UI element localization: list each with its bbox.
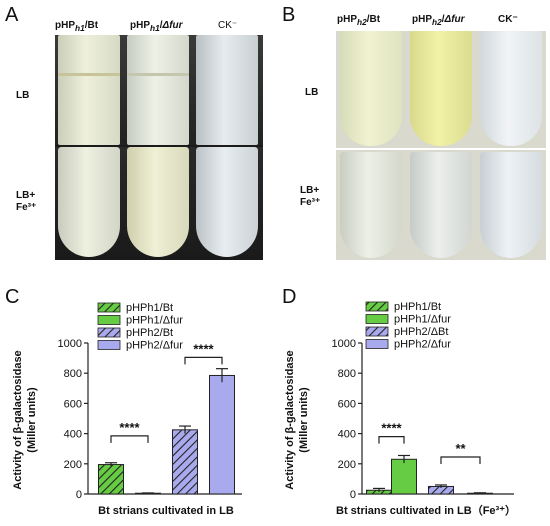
chart-c-significance-bracket bbox=[184, 356, 223, 365]
tube-a-fe-3 bbox=[196, 147, 258, 257]
chart-c-significance-label: **** bbox=[119, 420, 140, 435]
panel-a-row-1-label: LB bbox=[16, 90, 30, 101]
tube-b-fe-3 bbox=[480, 152, 542, 258]
chart-d-bar bbox=[391, 458, 417, 495]
chart-c-legend-label: pHPh1/Δfur bbox=[126, 315, 183, 327]
chart-d-legend-swatch bbox=[365, 339, 389, 349]
chart-d-ytick-label: 1000 bbox=[332, 338, 356, 350]
panel-a-row-2-label-line-2: Fe³⁺ bbox=[16, 202, 37, 213]
tube-a-lb-2 bbox=[127, 35, 189, 145]
chart-c-ylabel-line-1: Activity of β-galactosidase bbox=[12, 350, 24, 489]
tube-b-fe-2 bbox=[410, 152, 472, 258]
panel-a-row-2-label-line-1: LB+ bbox=[16, 190, 36, 201]
chart-c-bar bbox=[209, 374, 235, 495]
tube-b-fe-1 bbox=[340, 152, 402, 258]
chart-d: Activity of β-galactosidase (Miller unit… bbox=[284, 301, 516, 517]
chart-c-ytick-label: 800 bbox=[64, 368, 82, 380]
tube-b-lb-3 bbox=[480, 31, 542, 146]
chart-d-ytick-label: 200 bbox=[338, 459, 356, 471]
chart-c-ytick-label: 1000 bbox=[58, 338, 82, 350]
chart-d-legend-label: pHPh1/Bt bbox=[394, 301, 441, 313]
chart-c-legend-swatch bbox=[97, 302, 121, 313]
chart-d-ytick-label: 400 bbox=[338, 429, 356, 441]
panel-a-col-3-label: CK⁻ bbox=[218, 20, 238, 31]
panel-letter-a: A bbox=[5, 4, 19, 26]
chart-d-xlabel: Bt strians cultivated in LB（Fe³⁺） bbox=[336, 504, 516, 517]
panel-letter-b: B bbox=[282, 4, 296, 26]
chart-d-significance-bracket bbox=[378, 436, 405, 444]
panel-b-col-3-label: CK⁻ bbox=[498, 14, 518, 25]
chart-d-legend-swatch bbox=[365, 301, 389, 312]
chart-d-ylabel-line-2: (Miller units) bbox=[298, 387, 310, 453]
chart-c-bar bbox=[172, 429, 198, 495]
chart-c: Activity of β-galactosidase (Miller unit… bbox=[12, 302, 242, 517]
chart-d-legend-label: pHPh2/ΔBt bbox=[394, 326, 448, 338]
chart-d-significance-bracket bbox=[440, 456, 481, 465]
panel-b-row-2-label-line-2: Fe³⁺ bbox=[300, 197, 321, 208]
chart-c-legend-label: pHPh1/Bt bbox=[126, 302, 173, 314]
chart-d-legend-label: pHPh1/Δfur bbox=[394, 314, 451, 326]
chart-d-legend-label: pHPh2/Δfur bbox=[394, 339, 451, 351]
chart-c-bar bbox=[98, 464, 124, 495]
panel-b-row-2-label-line-1: LB+ bbox=[300, 185, 320, 196]
chart-c-ytick-label: 200 bbox=[64, 459, 82, 471]
chart-c-legend-label: pHPh2/Δfur bbox=[126, 340, 183, 352]
tube-a-lb-3 bbox=[196, 35, 258, 145]
chart-c-ytick-label: 600 bbox=[64, 398, 82, 410]
panel-b-row-1-label: LB bbox=[305, 87, 319, 98]
chart-c-legend-swatch bbox=[97, 327, 121, 338]
chart-c-significance-label: **** bbox=[193, 341, 214, 356]
chart-c-significance-bracket bbox=[110, 435, 149, 443]
panel-a-col-1-label: pHPh1/Bt bbox=[55, 20, 99, 33]
panel-b-col-2-label: pHPh2/Δfur bbox=[412, 14, 465, 27]
tube-b-lb-1 bbox=[340, 31, 402, 146]
chart-d-significance-label: ** bbox=[455, 441, 466, 456]
tube-b-lb-2 bbox=[410, 31, 472, 146]
chart-c-ytick-label: 400 bbox=[64, 429, 82, 441]
tube-a-fe-1 bbox=[58, 147, 120, 257]
panel-a-col-2-label: pHPh1/Δfur bbox=[130, 20, 183, 33]
tube-a-fe-2 bbox=[127, 147, 189, 257]
chart-d-ytick-label: 600 bbox=[338, 398, 356, 410]
panel-a-tube-photo bbox=[55, 35, 263, 260]
panel-letter-c: C bbox=[5, 286, 19, 308]
panel-letter-d: D bbox=[282, 286, 296, 308]
chart-c-legend-label: pHPh2/Bt bbox=[126, 327, 173, 339]
chart-d-significance-label: **** bbox=[381, 421, 402, 436]
chart-c-legend-swatch bbox=[97, 315, 121, 325]
chart-d-legend-swatch bbox=[365, 326, 389, 337]
chart-c-ytick-label: 0 bbox=[76, 489, 82, 501]
chart-d-legend-swatch bbox=[365, 314, 389, 324]
panel-b-tube-photo bbox=[336, 31, 546, 260]
chart-c-legend-swatch bbox=[97, 340, 121, 350]
panel-b-col-1-label: pHPh2/Bt bbox=[337, 14, 381, 27]
chart-d-ytick-label: 800 bbox=[338, 368, 356, 380]
chart-c-ylabel-line-2: (Miller units) bbox=[26, 387, 38, 453]
chart-c-xlabel: Bt strians cultivated in LB bbox=[98, 505, 234, 517]
chart-d-ylabel-line-1: Activity of β-galactosidase bbox=[284, 350, 296, 489]
chart-d-ytick-label: 0 bbox=[350, 489, 356, 501]
tube-a-lb-1 bbox=[58, 35, 120, 145]
